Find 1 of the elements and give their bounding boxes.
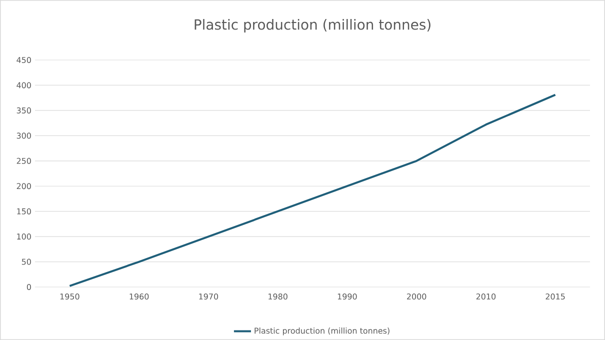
chart-title: Plastic production (million tonnes) bbox=[194, 19, 430, 33]
